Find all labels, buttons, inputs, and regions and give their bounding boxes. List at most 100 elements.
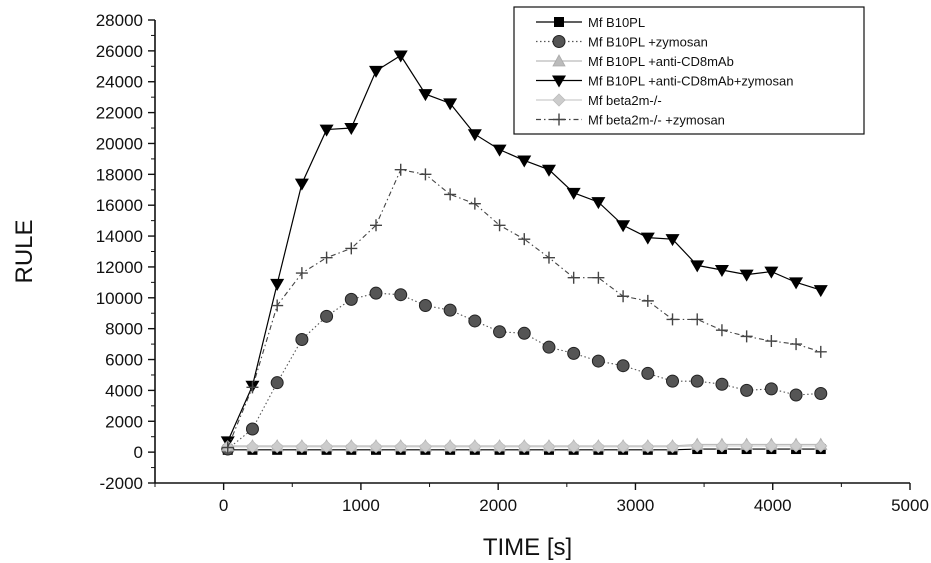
data-point	[492, 440, 507, 454]
legend-entry: Mf B10PL +zymosan	[536, 35, 708, 50]
x-tick-label: 3000	[617, 496, 655, 515]
legend-marker	[552, 93, 566, 107]
data-point	[814, 345, 827, 358]
data-point	[492, 144, 507, 157]
data-point	[467, 129, 482, 142]
data-point	[245, 422, 259, 436]
data-point	[443, 440, 457, 454]
legend-entry: Mf B10PL +anti-CD8mAb+zymosan	[536, 74, 793, 89]
legend-label: Mf B10PL	[588, 15, 645, 30]
legend-entry: Mf beta2m-/- +zymosan	[536, 113, 725, 128]
y-tick-label: 0	[134, 443, 143, 462]
data-point	[566, 187, 581, 200]
data-point	[468, 440, 482, 454]
data-point	[591, 197, 606, 210]
data-point	[344, 123, 359, 136]
data-point	[344, 292, 358, 306]
data-point	[592, 271, 605, 284]
data-point	[591, 440, 605, 454]
legend-entry: Mf beta2m-/-	[536, 93, 662, 108]
data-point	[468, 197, 481, 210]
data-point	[814, 386, 828, 400]
data-point	[690, 260, 705, 273]
x-tick-label: 0	[219, 496, 228, 515]
data-point	[295, 267, 308, 280]
series-6	[221, 163, 827, 454]
data-point	[616, 440, 630, 454]
legend-marker	[553, 113, 565, 126]
data-point	[443, 98, 458, 111]
data-point	[715, 377, 729, 391]
data-point	[715, 439, 729, 453]
data-point	[740, 439, 754, 453]
y-tick-label: 22000	[96, 104, 143, 123]
data-point	[270, 440, 284, 454]
data-point	[617, 290, 630, 303]
data-point	[665, 234, 680, 247]
legend-label: Mf B10PL +anti-CD8mAb	[588, 54, 734, 69]
data-point	[468, 314, 482, 328]
series-line	[227, 169, 821, 448]
data-point	[369, 286, 383, 300]
legend-box	[513, 6, 865, 135]
y-tick-label: 12000	[96, 258, 143, 277]
series-layer	[220, 50, 828, 456]
legend-label: Mf B10PL +zymosan	[588, 35, 708, 50]
data-point	[789, 388, 803, 402]
series-4	[220, 50, 828, 449]
data-point	[765, 335, 778, 348]
y-axis-ticks: -2000 0 2000 4000 6000 8000 10000 12000 14000 160…	[96, 11, 155, 493]
data-point	[245, 440, 260, 454]
data-point	[542, 340, 556, 354]
data-point	[246, 381, 259, 394]
data-point	[370, 219, 383, 232]
y-tick-label: 20000	[96, 134, 143, 153]
data-point	[641, 366, 655, 380]
y-tick-label: 2000	[105, 412, 143, 431]
legend-marker	[552, 75, 566, 88]
data-point	[542, 440, 556, 454]
data-point	[542, 251, 555, 264]
data-point	[518, 233, 531, 246]
data-point	[294, 178, 309, 191]
x-axis-ticks: 0 1000 2000 3000 4000 5000	[154, 483, 929, 515]
data-point	[813, 285, 828, 298]
data-point	[369, 65, 384, 78]
data-point	[270, 376, 284, 390]
legend: Mf B10PL Mf B10PL +zymosan Mf B10PL +anti-…	[513, 6, 865, 135]
legend-marker	[554, 17, 564, 27]
data-point	[690, 439, 704, 453]
data-point	[591, 354, 605, 368]
y-tick-label: 24000	[96, 73, 143, 92]
x-tick-label: 4000	[754, 496, 792, 515]
data-point	[764, 382, 778, 396]
legend-marker	[552, 54, 566, 67]
data-point	[418, 440, 432, 454]
data-point	[665, 440, 680, 454]
x-tick-label: 1000	[342, 496, 380, 515]
data-point	[666, 374, 680, 388]
y-tick-label: 10000	[96, 289, 143, 308]
data-point	[690, 374, 704, 388]
series-line	[227, 292, 821, 450]
data-point	[739, 269, 754, 282]
y-tick-label: 4000	[105, 381, 143, 400]
data-point	[320, 251, 333, 264]
data-point	[443, 303, 457, 317]
data-point	[764, 439, 778, 453]
data-point	[394, 288, 408, 302]
x-tick-label: 2000	[479, 496, 517, 515]
data-point	[541, 164, 556, 177]
data-point	[740, 383, 754, 397]
data-point	[640, 232, 655, 245]
data-point	[393, 50, 408, 63]
data-point	[691, 313, 704, 326]
data-point	[295, 332, 309, 346]
legend-label: Mf beta2m-/-	[588, 93, 662, 108]
data-point	[616, 220, 631, 233]
y-tick-label: 28000	[96, 11, 143, 30]
data-point	[567, 271, 580, 284]
legend-entry: Mf B10PL +anti-CD8mAb	[536, 54, 734, 69]
y-tick-label: 16000	[96, 196, 143, 215]
data-point	[320, 440, 334, 454]
